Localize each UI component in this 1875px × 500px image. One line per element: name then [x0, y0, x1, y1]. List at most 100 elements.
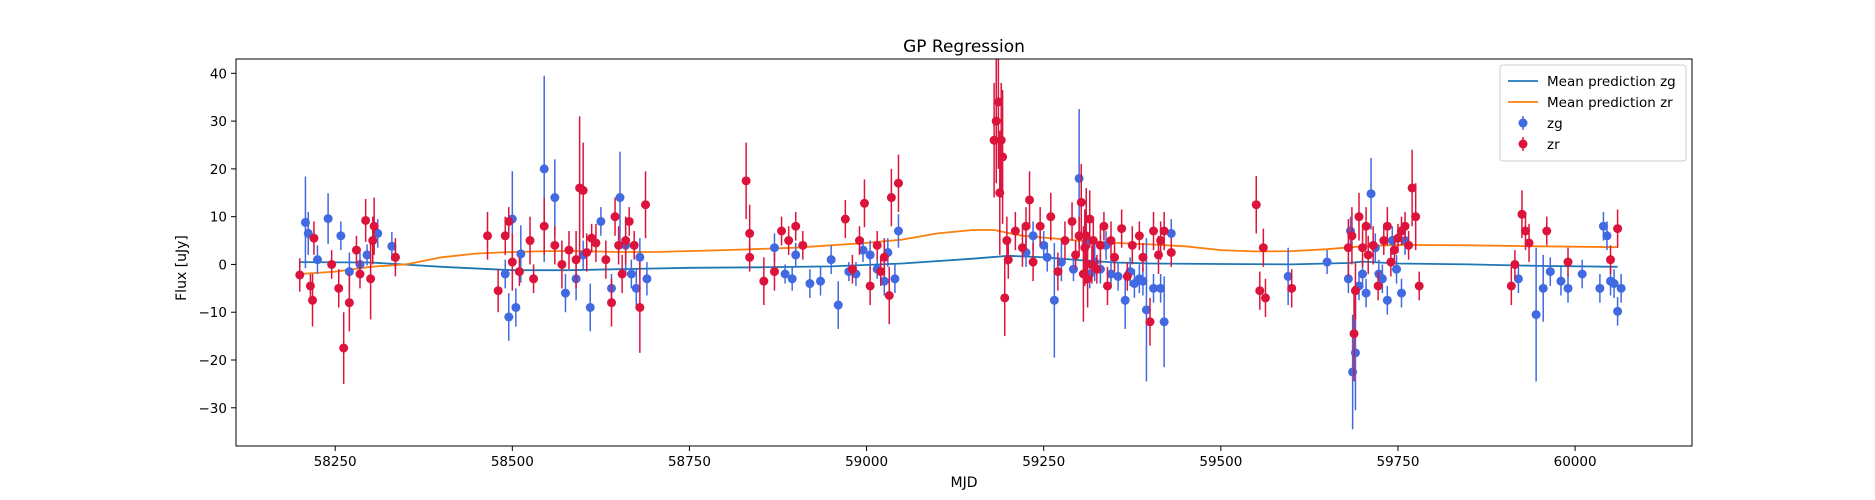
data-point-zr [1036, 222, 1045, 231]
data-point-zg [1323, 258, 1332, 267]
data-point-zg [504, 313, 513, 322]
data-point-zg [516, 249, 525, 258]
data-point-zg [586, 303, 595, 312]
data-point-zg [1397, 289, 1406, 298]
data-point-zr [1011, 227, 1020, 236]
data-point-zg [866, 250, 875, 259]
data-point-zg [1595, 284, 1604, 293]
data-point-zg [1602, 231, 1611, 240]
data-point-zr [759, 277, 768, 286]
data-point-zr [1252, 200, 1261, 209]
data-point-zr [1364, 250, 1373, 259]
y-tick-label: −30 [199, 401, 228, 417]
data-point-zr [1259, 243, 1268, 252]
data-point-zg [561, 289, 570, 298]
data-point-zg [501, 270, 510, 279]
data-point-zg [1556, 277, 1565, 286]
data-point-zg [550, 193, 559, 202]
data-point-zr [848, 265, 857, 274]
data-point-zr [1068, 217, 1077, 226]
data-point-zr [550, 241, 559, 250]
data-point-zr [1525, 238, 1534, 247]
y-tick-label: 10 [210, 210, 227, 226]
data-point-zr [355, 270, 364, 279]
data-point-zr [1415, 281, 1424, 290]
data-point-zr [1255, 286, 1264, 295]
data-point-zr [306, 281, 315, 290]
data-point-zr [504, 217, 513, 226]
data-point-zg [788, 274, 797, 283]
data-point-zg [1075, 174, 1084, 183]
data-point-zr [1507, 281, 1516, 290]
data-point-zr [391, 253, 400, 262]
y-tick-label: −20 [199, 353, 228, 369]
data-point-zg [890, 274, 899, 283]
data-point-zr [1135, 231, 1144, 240]
data-point-zr [366, 274, 375, 283]
data-point-zr [873, 241, 882, 250]
data-point-zr [1117, 224, 1126, 233]
data-point-zg [596, 217, 605, 226]
data-point-zg [642, 274, 651, 283]
y-tick-label: 30 [210, 114, 227, 130]
data-point-zg [616, 193, 625, 202]
data-point-zr [885, 291, 894, 300]
data-point-zr [1103, 281, 1112, 290]
data-point-zr [529, 274, 538, 283]
data-point-zr [334, 284, 343, 293]
data-point-zr [1053, 267, 1062, 276]
data-point-zr [1354, 212, 1363, 221]
data-point-zr [582, 248, 591, 257]
x-axis-label: MJD [951, 475, 978, 491]
data-point-zr [1138, 253, 1147, 262]
data-point-zr [992, 117, 1001, 126]
data-point-zr [860, 199, 869, 208]
data-point-zr [1123, 272, 1132, 281]
legend-label-zg: zg [1547, 116, 1563, 132]
data-point-zr [1351, 286, 1360, 295]
data-point-zg [805, 279, 814, 288]
data-point-zr [1154, 250, 1163, 259]
data-point-zg [1578, 270, 1587, 279]
y-tick-label: 20 [210, 162, 227, 178]
data-point-zr [1128, 241, 1137, 250]
data-point-zr [1025, 195, 1034, 204]
data-point-zg [1383, 296, 1392, 305]
data-point-zr [607, 298, 616, 307]
data-point-zg [1069, 265, 1078, 274]
data-point-zr [1613, 224, 1622, 233]
data-point-zr [791, 222, 800, 231]
x-tick-label: 60000 [1554, 454, 1597, 470]
data-point-zr [1004, 255, 1013, 264]
data-point-zg [1121, 296, 1130, 305]
data-point-zr [798, 241, 807, 250]
data-point-zr [1401, 222, 1410, 231]
data-point-zr [515, 267, 524, 276]
data-point-zg [791, 250, 800, 259]
data-point-zg [1539, 284, 1548, 293]
data-point-zg [827, 255, 836, 264]
data-point-zg [1050, 296, 1059, 305]
data-point-zg [1392, 265, 1401, 274]
data-point-zr [579, 186, 588, 195]
data-point-zr [618, 270, 627, 279]
data-point-zg [1114, 272, 1123, 281]
data-point-zg [540, 164, 549, 173]
data-point-zr [784, 236, 793, 245]
data-point-zr [361, 216, 370, 225]
data-point-zr [352, 246, 361, 255]
data-point-zr [591, 238, 600, 247]
data-point-zg [313, 255, 322, 264]
data-point-zr [745, 253, 754, 262]
data-point-zr [557, 260, 566, 269]
data-point-zr [635, 303, 644, 312]
data-point-zr [1110, 253, 1119, 262]
data-point-zr [1510, 260, 1519, 269]
data-point-zr [1029, 258, 1038, 267]
data-point-zr [1542, 227, 1551, 236]
data-point-zr [1000, 293, 1009, 302]
data-point-zg [1362, 289, 1371, 298]
data-point-zg [894, 227, 903, 236]
y-axis-label: Flux [uJy] [174, 235, 190, 301]
